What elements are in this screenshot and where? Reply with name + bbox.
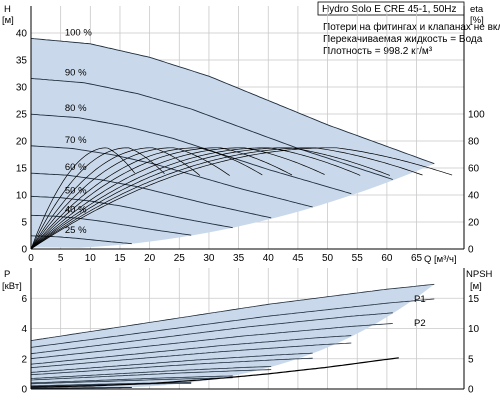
h-tick-label: 35	[16, 56, 28, 67]
speed-label: 100 %	[65, 27, 92, 38]
efficiency-curve	[30, 147, 325, 250]
head-curve	[30, 37, 435, 165]
power-chart: 0 2 4 6 0 5 10 15	[21, 268, 480, 396]
head-curve	[30, 172, 272, 219]
series-label-p1: P1	[414, 294, 426, 305]
npsh-tick-label: 5	[468, 354, 474, 365]
q-tick-label: 65	[411, 253, 423, 264]
note-density: Плотность = 998.2 кг/м³	[323, 46, 433, 57]
npsh-tick-label: 15	[468, 294, 480, 305]
eta-tick-label: 0	[468, 245, 474, 256]
head-curve	[30, 214, 192, 236]
efficiency-curve	[30, 147, 165, 250]
efficiency-curve	[30, 147, 263, 250]
npsh-axis-label: NPSH	[466, 269, 493, 280]
power-area	[31, 284, 435, 389]
efficiency-curve	[30, 147, 423, 250]
efficiency-curve	[30, 147, 453, 250]
npsh-tick-label: 0	[468, 385, 474, 396]
power-curve-p2	[30, 323, 393, 360]
note-fittings: Потери на фитингах и клапанах не вкл.	[323, 21, 500, 33]
p-tick-label: 6	[21, 294, 27, 305]
power-curve-p2	[31, 387, 132, 389]
eta-axis-label: eta	[470, 4, 484, 15]
h-tick-label: 40	[16, 29, 28, 40]
speed-label: 70 %	[65, 135, 87, 146]
power-curve-p1	[30, 375, 233, 384]
q-tick-label: 10	[85, 253, 97, 264]
speed-label: 40 %	[65, 204, 87, 215]
q-tick-label: 60	[381, 253, 393, 264]
speed-label: 50 %	[65, 185, 87, 196]
eta-tick-label: 100	[468, 110, 485, 121]
npsh-tick-label: 10	[468, 324, 480, 335]
q-tick-label: 50	[322, 253, 334, 264]
q-axis-label: Q [м³/ч]	[424, 254, 457, 265]
h-axis-label: H	[4, 4, 11, 15]
h-tick-label: 10	[16, 191, 28, 202]
efficiency-curve	[30, 147, 201, 250]
head-curve	[30, 195, 233, 229]
eta-tick-label: 40	[468, 191, 480, 202]
speed-label: 90 %	[65, 67, 87, 78]
head-curve	[30, 77, 393, 180]
power-curve-p2	[30, 342, 352, 369]
power-curve-p1	[30, 366, 272, 379]
power-curve-p2	[30, 377, 233, 385]
q-tick-label: 25	[174, 253, 186, 264]
npsh-curve	[30, 357, 399, 388]
q-tick-label: 30	[203, 253, 215, 264]
h-tick-label: 25	[16, 110, 28, 121]
p-axis-label: P	[4, 269, 10, 280]
efficiency-curve	[30, 147, 230, 250]
q-tick-label: 20	[144, 253, 156, 264]
eta-tick-label: 60	[468, 164, 480, 175]
power-curve-p2	[30, 357, 313, 376]
q-tick-label: 5	[58, 253, 64, 264]
q-tick-label: 15	[114, 253, 126, 264]
head-chart: 100 % 90 % 80 % 70 % 60 % 50 % 40 % 25 % 0 5 10 15 2…	[16, 6, 485, 264]
power-curve-p1	[30, 335, 352, 365]
q-tick-label: 55	[352, 253, 364, 264]
speed-label: 80 %	[65, 103, 87, 114]
chart-title-box: Hydro Solo E CRE 45-1, 50Hz	[317, 1, 465, 16]
power-curve-p2	[30, 298, 435, 348]
h-axis-unit: [м]	[2, 15, 14, 26]
note-liquid: Перекачиваемая жидкость = Вода	[323, 34, 483, 45]
head-curve	[30, 145, 313, 208]
power-curve-p2	[30, 369, 272, 381]
chart-title: Hydro Solo E CRE 45-1, 50Hz	[322, 4, 457, 15]
efficiency-curve	[30, 147, 136, 250]
h-tick-label: 30	[16, 83, 28, 94]
p-axis-unit: [кВт]	[2, 281, 22, 292]
q-tick-label: 45	[292, 253, 304, 264]
power-curve-p1	[30, 283, 435, 341]
eta-tick-label: 80	[468, 137, 480, 148]
h-tick-label: 20	[16, 137, 28, 148]
series-label-p2: P2	[414, 318, 426, 329]
h-tick-label: 5	[21, 218, 27, 229]
power-curve-p1	[30, 312, 393, 355]
speed-label: 25 %	[65, 225, 87, 236]
npsh-axis-unit: [м]	[470, 281, 482, 292]
eta-axis-unit: [%]	[470, 15, 484, 26]
q-tick-label: 40	[263, 253, 275, 264]
efficiency-curve	[30, 147, 391, 250]
p-tick-label: 4	[21, 324, 27, 335]
h-tick-label: 15	[16, 164, 28, 175]
head-curve	[30, 113, 352, 195]
power-curve-p1	[30, 352, 313, 373]
q-tick-label: 0	[28, 253, 34, 264]
efficiency-curve	[30, 147, 361, 250]
q-tick-label: 35	[233, 253, 245, 264]
h-tick-label: 0	[21, 245, 27, 256]
eta-tick-label: 20	[468, 218, 480, 229]
p-tick-label: 0	[21, 385, 27, 396]
p-tick-label: 2	[21, 354, 27, 365]
speed-label: 60 %	[65, 162, 87, 173]
operating-area	[31, 38, 435, 248]
